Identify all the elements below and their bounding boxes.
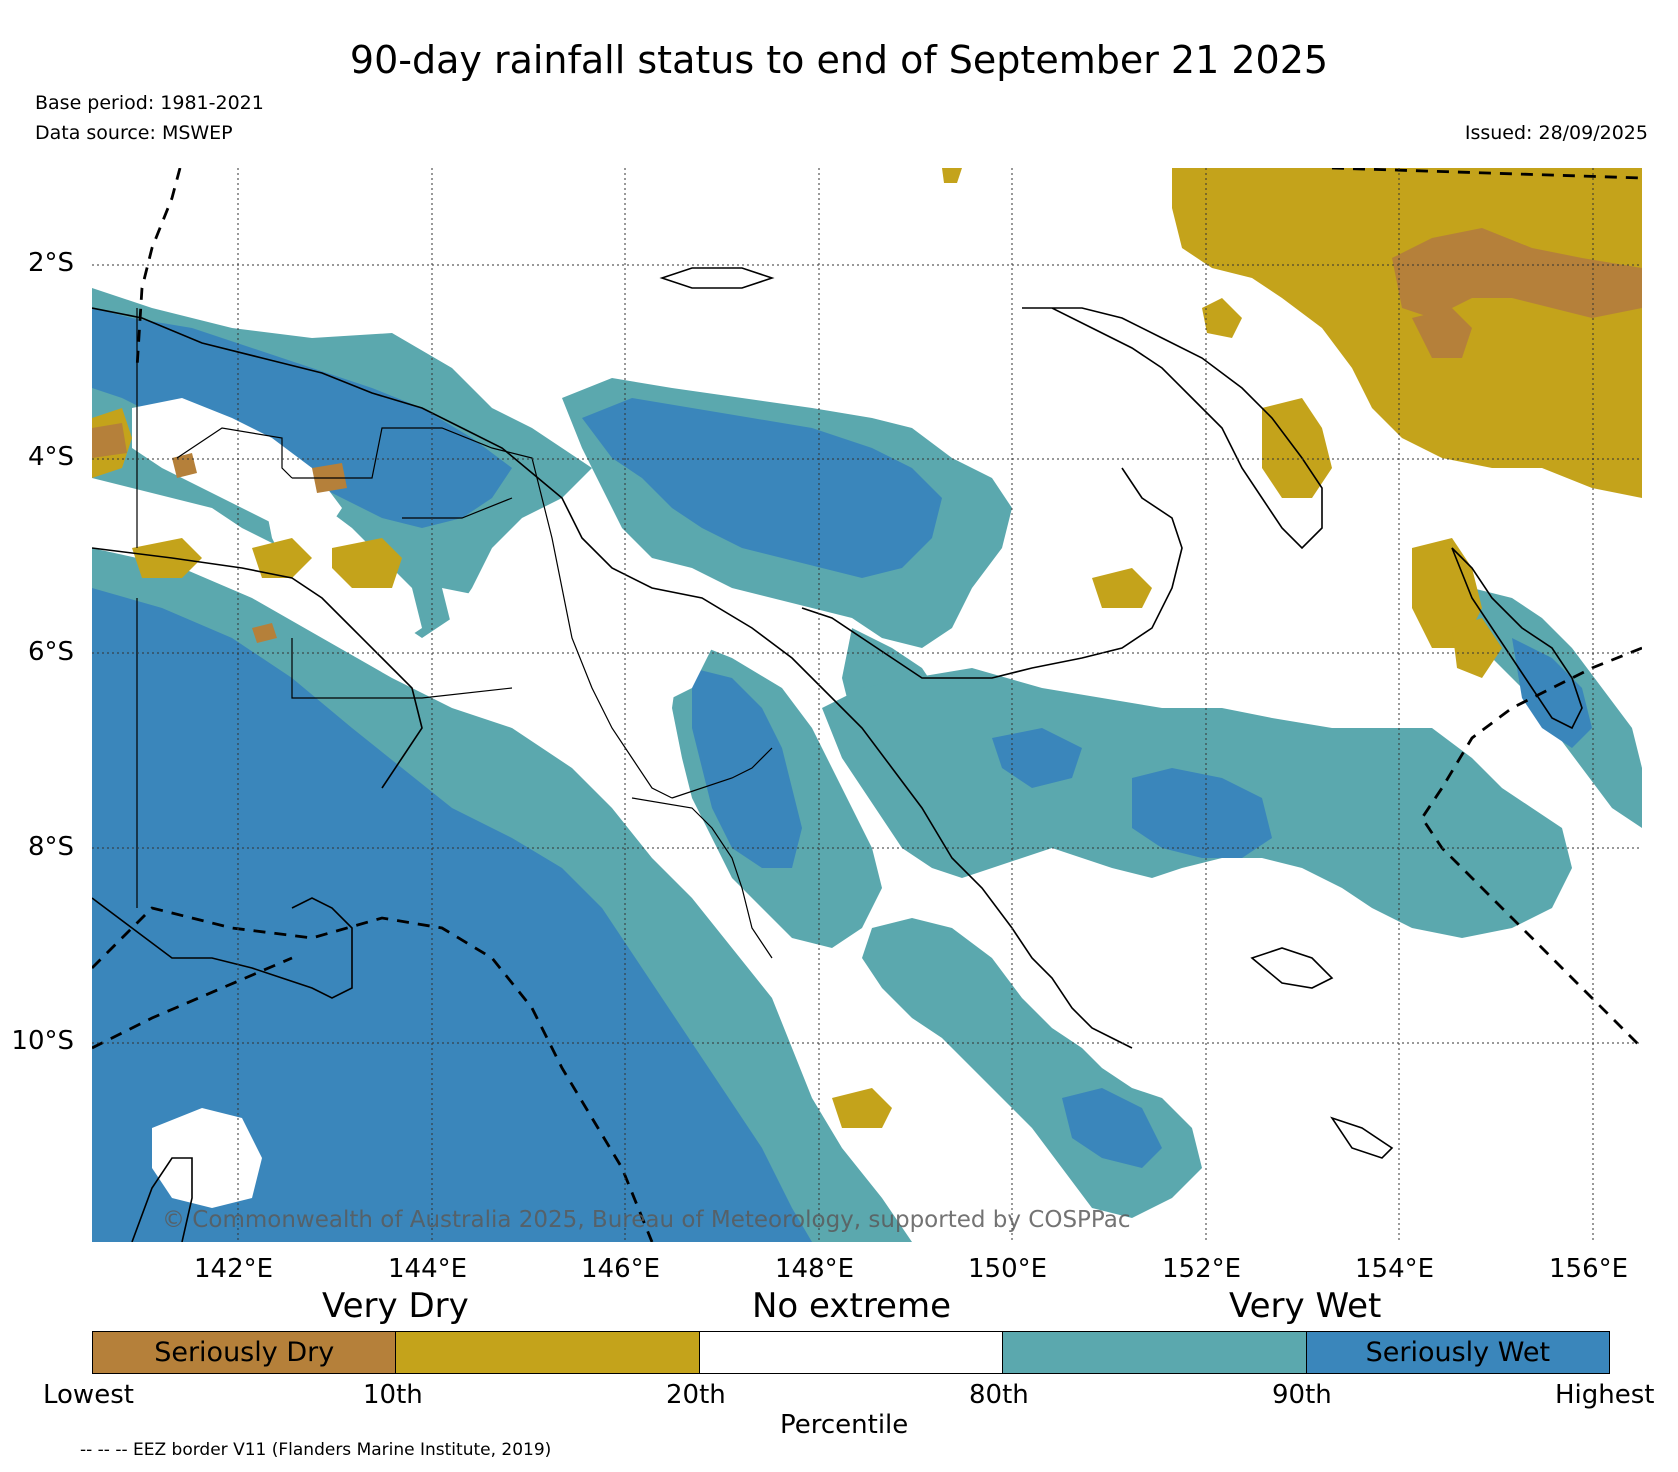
legend-very-dry — [396, 1332, 700, 1373]
data-source-label: Data source: MSWEP — [35, 122, 233, 144]
lon-label-142e: 142°E — [194, 1254, 274, 1284]
legend-heading-very-wet: Very Wet — [1229, 1286, 1382, 1326]
eez-footnote: -- -- -- EEZ border V11 (Flanders Marine… — [80, 1440, 552, 1460]
lon-label-156e: 156°E — [1549, 1254, 1629, 1284]
lon-label-150e: 150°E — [968, 1254, 1048, 1284]
legend-heading-no-extreme: No extreme — [752, 1286, 952, 1326]
lat-label-10s: 10°S — [11, 1026, 74, 1056]
lon-label-146e: 146°E — [581, 1254, 661, 1284]
lon-label-154e: 154°E — [1355, 1254, 1435, 1284]
percentile-80th: 80th — [969, 1380, 1029, 1410]
rainfall-map — [92, 168, 1642, 1242]
legend-very-wet — [1003, 1332, 1307, 1373]
legend-seriously-dry: Seriously Dry — [93, 1332, 397, 1373]
base-period-label: Base period: 1981-2021 — [35, 92, 264, 114]
copyright-watermark: © Commonwealth of Australia 2025, Bureau… — [162, 1207, 1131, 1233]
map-title: 90-day rainfall status to end of Septemb… — [349, 38, 1329, 82]
percentile-axis-label: Percentile — [780, 1410, 909, 1440]
percentile-10th: 10th — [363, 1380, 423, 1410]
lat-label-2s: 2°S — [27, 248, 74, 278]
very-dry-regions — [92, 168, 1642, 1128]
lon-label-152e: 152°E — [1162, 1254, 1242, 1284]
lat-label-6s: 6°S — [27, 637, 74, 667]
map-canvas — [92, 168, 1642, 1242]
lat-label-8s: 8°S — [27, 832, 74, 862]
percentile-90th: 90th — [1272, 1380, 1332, 1410]
percentile-20th: 20th — [666, 1380, 726, 1410]
legend-heading-very-dry: Very Dry — [322, 1286, 469, 1326]
legend-colorbar: Seriously Dry Seriously Wet — [92, 1331, 1610, 1374]
seriously-wet-regions — [92, 308, 1592, 1242]
graticule — [92, 168, 1642, 1242]
coastlines — [92, 267, 1583, 1242]
seriously-dry-regions — [92, 228, 1642, 643]
percentile-highest: Highest — [1555, 1380, 1655, 1410]
percentile-lowest: Lowest — [43, 1380, 134, 1410]
lon-label-148e: 148°E — [775, 1254, 855, 1284]
eez-border — [92, 168, 1642, 1242]
lon-label-144e: 144°E — [388, 1254, 468, 1284]
lat-label-4s: 4°S — [27, 442, 74, 472]
issued-date-label: Issued: 28/09/2025 — [1464, 122, 1648, 144]
legend-seriously-wet: Seriously Wet — [1306, 1332, 1610, 1373]
legend-no-extreme — [699, 1332, 1004, 1373]
